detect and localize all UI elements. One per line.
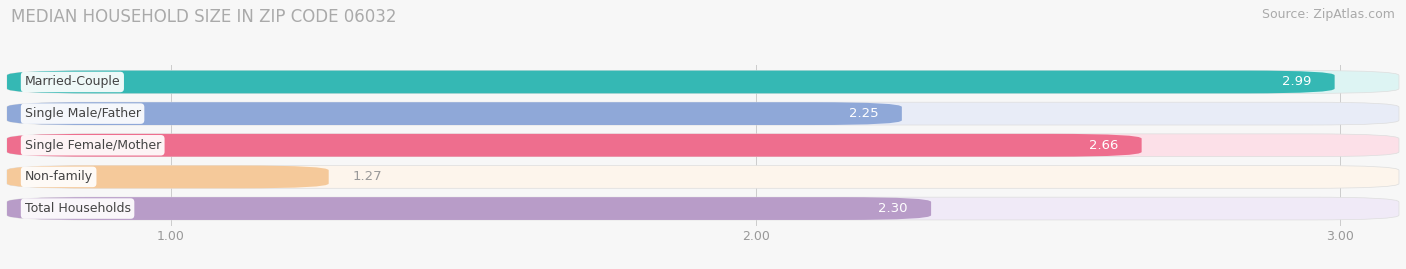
FancyBboxPatch shape bbox=[7, 197, 931, 220]
Text: 2.25: 2.25 bbox=[849, 107, 879, 120]
FancyBboxPatch shape bbox=[7, 165, 329, 188]
Text: Single Female/Mother: Single Female/Mother bbox=[24, 139, 160, 152]
FancyBboxPatch shape bbox=[7, 165, 1399, 188]
FancyBboxPatch shape bbox=[7, 70, 1399, 93]
FancyBboxPatch shape bbox=[7, 102, 1399, 125]
Text: Single Male/Father: Single Male/Father bbox=[24, 107, 141, 120]
FancyBboxPatch shape bbox=[7, 134, 1142, 157]
Text: MEDIAN HOUSEHOLD SIZE IN ZIP CODE 06032: MEDIAN HOUSEHOLD SIZE IN ZIP CODE 06032 bbox=[11, 8, 396, 26]
FancyBboxPatch shape bbox=[7, 70, 1334, 93]
Text: Total Households: Total Households bbox=[24, 202, 131, 215]
Text: Non-family: Non-family bbox=[24, 170, 93, 183]
Text: Source: ZipAtlas.com: Source: ZipAtlas.com bbox=[1261, 8, 1395, 21]
Text: Married-Couple: Married-Couple bbox=[24, 76, 120, 89]
Text: 2.66: 2.66 bbox=[1088, 139, 1118, 152]
FancyBboxPatch shape bbox=[7, 102, 901, 125]
Text: 1.27: 1.27 bbox=[352, 170, 381, 183]
FancyBboxPatch shape bbox=[7, 134, 1399, 157]
Text: 2.99: 2.99 bbox=[1282, 76, 1312, 89]
FancyBboxPatch shape bbox=[7, 197, 1399, 220]
Text: 2.30: 2.30 bbox=[879, 202, 908, 215]
